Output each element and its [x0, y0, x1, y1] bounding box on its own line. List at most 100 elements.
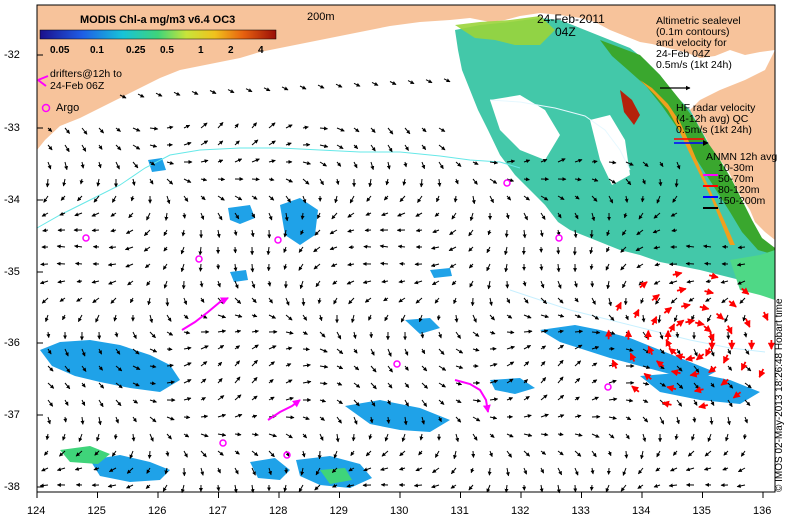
velocity-arrow — [381, 212, 389, 217]
velocity-arrow — [47, 416, 51, 425]
hf-radar-arrows — [605, 270, 776, 410]
velocity-arrow — [234, 450, 240, 455]
velocity-arrow — [353, 416, 358, 425]
velocity-arrow — [659, 382, 666, 387]
velocity-arrow — [183, 314, 189, 320]
velocity-arrow — [383, 297, 389, 302]
velocity-arrow — [285, 330, 294, 335]
velocity-arrow — [74, 466, 83, 471]
radar-arrow — [663, 306, 673, 315]
velocity-arrow — [298, 246, 304, 253]
velocity-arrow — [268, 212, 273, 221]
chlorophyll-red — [620, 90, 640, 125]
axis-ticks — [36, 54, 764, 498]
velocity-arrow — [487, 467, 492, 476]
velocity-arrow — [132, 331, 137, 340]
velocity-arrow — [380, 261, 389, 266]
velocity-arrow — [332, 280, 338, 285]
velocity-arrow — [81, 382, 86, 388]
velocity-arrow — [523, 450, 530, 457]
anmn-item: 50-70m — [718, 173, 754, 185]
velocity-arrow — [173, 91, 181, 96]
velocity-arrow — [251, 377, 258, 384]
velocity-arrow — [653, 483, 661, 488]
velocity-arrow — [419, 178, 424, 188]
velocity-arrow — [162, 263, 168, 270]
velocity-arrow — [488, 297, 493, 306]
radar-arrow — [708, 365, 717, 374]
velocity-arrow — [523, 361, 530, 367]
velocity-arrow — [145, 484, 151, 489]
velocity-arrow — [180, 246, 185, 255]
velocity-arrow — [149, 348, 158, 353]
velocity-arrow — [98, 365, 103, 371]
velocity-arrow — [523, 297, 529, 304]
velocity-arrow — [431, 280, 440, 286]
velocity-arrow — [353, 161, 358, 169]
velocity-arrow — [183, 433, 190, 438]
velocity-arrow — [421, 382, 428, 389]
velocity-arrow — [723, 450, 729, 456]
velocity-arrow — [64, 348, 69, 357]
velocity-arrow — [557, 344, 565, 350]
velocity-arrow — [317, 450, 322, 460]
velocity-arrow — [110, 212, 117, 217]
velocity-arrow — [163, 246, 168, 252]
velocity-arrow — [251, 344, 259, 350]
velocity-arrow — [642, 381, 650, 386]
velocity-arrow — [589, 246, 594, 255]
velocity-arrow — [60, 195, 66, 201]
velocity-arrow — [707, 433, 712, 442]
velocity-arrow — [557, 376, 564, 384]
velocity-arrow — [557, 414, 565, 418]
velocity-arrow — [656, 195, 661, 204]
velocity-arrow — [489, 397, 499, 402]
velocity-arrow — [147, 297, 152, 306]
velocity-arrow — [654, 262, 661, 267]
velocity-arrow — [591, 396, 599, 401]
velocity-arrow — [76, 297, 83, 302]
velocity-arrow — [539, 229, 544, 237]
velocity-arrow — [268, 195, 275, 201]
velocity-arrow — [574, 195, 580, 200]
velocity-arrow — [469, 212, 474, 222]
radar-arrow — [666, 384, 677, 392]
velocity-arrow — [557, 280, 562, 289]
velocity-arrow — [234, 158, 243, 163]
velocity-arrow — [319, 126, 328, 131]
velocity-arrow — [417, 195, 423, 203]
velocity-arrow — [370, 144, 376, 152]
velocity-arrow — [349, 195, 355, 204]
radar-arrow — [725, 325, 733, 335]
velocity-arrow — [622, 280, 627, 289]
velocity-arrow — [522, 229, 527, 239]
velocity-arrow — [472, 178, 478, 185]
velocity-arrow — [41, 297, 49, 304]
radar-arrow — [707, 332, 715, 342]
velocity-arrow — [720, 279, 729, 284]
velocity-arrow — [370, 382, 377, 390]
velocity-arrow — [415, 297, 423, 304]
velocity-arrow — [200, 195, 206, 201]
velocity-arrow — [557, 467, 563, 476]
velocity-arrow — [415, 467, 423, 472]
velocity-arrow — [285, 195, 292, 203]
velocity-arrow — [451, 280, 457, 286]
velocity-arrow — [234, 212, 240, 220]
velocity-arrow — [692, 416, 697, 423]
radar-arrow — [720, 378, 729, 386]
velocity-arrow — [301, 450, 306, 458]
radar-arrow — [728, 300, 737, 308]
velocity-arrow — [620, 263, 627, 271]
velocity-arrow — [363, 467, 372, 472]
velocity-arrow — [200, 122, 208, 129]
velocity-arrow — [336, 365, 344, 370]
velocity-arrow — [125, 263, 134, 268]
colorbar-tick-label: 2 — [228, 45, 234, 56]
velocity-arrow — [166, 125, 174, 130]
velocity-arrow — [523, 395, 530, 401]
velocity-arrow — [540, 467, 545, 474]
velocity-arrow — [489, 314, 495, 321]
depth-contour-label: 200m — [307, 11, 335, 23]
velocity-arrow — [742, 314, 747, 322]
